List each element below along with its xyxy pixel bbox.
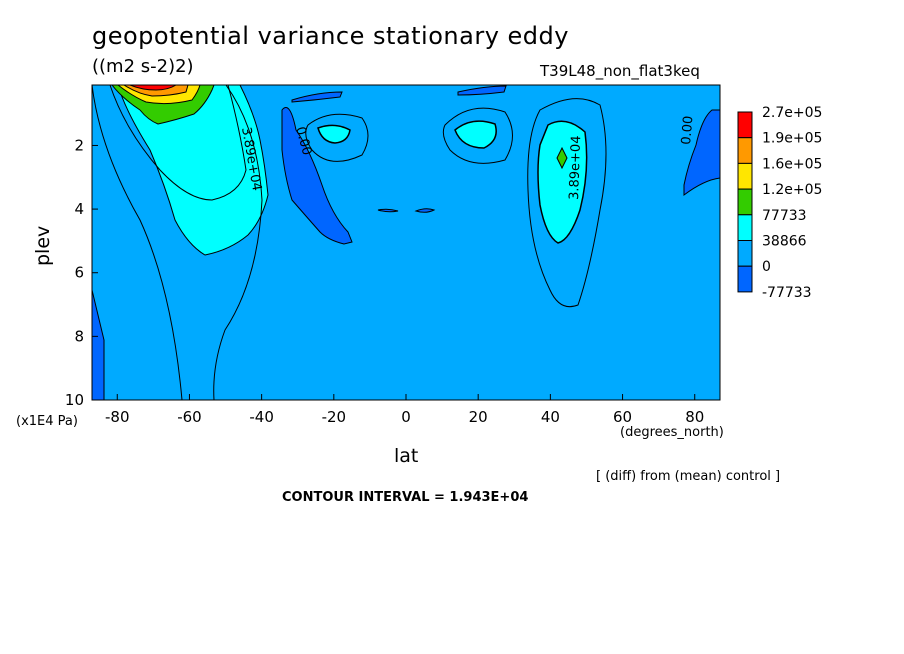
y-unit-label: (x1E4 Pa): [16, 414, 78, 429]
x-tick-label-7: 60: [613, 408, 632, 426]
x-tick-label-1: -60: [177, 408, 202, 426]
contour-interval: CONTOUR INTERVAL = 1.943E+04: [282, 490, 529, 505]
contour-line-1: [92, 85, 183, 400]
y-tick-label-2: 6: [74, 264, 84, 282]
y-tick-label-0: 2: [74, 136, 84, 154]
colorbar-swatch-0: [737, 111, 753, 139]
y-tick-label-3: 8: [74, 327, 84, 345]
region-high-sh: [117, 85, 269, 256]
y-axis: 2 4 6 8 10: [65, 136, 98, 409]
colorbar-swatch-6: [737, 265, 753, 293]
chart-units: ((m2 s-2)2): [92, 56, 194, 77]
colorbar-label-4: 77733: [762, 208, 807, 224]
contour-line-2: [213, 85, 263, 400]
region-high-nh: [537, 120, 588, 244]
x-axis-label: lat: [394, 445, 419, 467]
region-neg-sw: [92, 289, 105, 400]
colorbar-label-2: 1.6e+05: [762, 156, 822, 172]
region-high-sub2: [454, 120, 497, 149]
chart-title: geopotential variance stationary eddy: [92, 22, 569, 50]
x-tick-label-4: 0: [401, 408, 411, 426]
region-neg-np: [683, 109, 720, 196]
y-tick-label-1: 4: [74, 200, 84, 218]
contour-label-sh-zero: 0.00: [292, 125, 314, 157]
y-axis-label: plev: [32, 225, 54, 266]
colorbar-swatch-3: [737, 188, 753, 216]
x-tick-label-3: -20: [322, 408, 347, 426]
colorbar-swatch-1: [737, 137, 753, 164]
colorbar: 2.7e+05 1.9e+05 1.6e+05 1.2e+05 77733 38866 0 -…: [737, 105, 822, 301]
x-tick-label-2: -40: [249, 408, 274, 426]
x-tick-label-8: 80: [685, 408, 704, 426]
region-neg-sh: [281, 107, 353, 245]
colorbar-swatch-4: [737, 214, 753, 242]
contour-label-nh-high: 3.89e+04: [567, 135, 584, 200]
x-unit-label: (degrees_north): [620, 425, 724, 440]
contour-line-3: [109, 85, 247, 201]
x-tick-label-6: 40: [541, 408, 560, 426]
region-neg-top2: [457, 85, 507, 96]
contour-label-np-zero: 0.00: [679, 115, 696, 145]
contour-line-6: [527, 98, 607, 308]
region-red-sh: [129, 85, 177, 91]
plot-area: [92, 85, 720, 400]
region-neg-dot2: [414, 208, 436, 213]
diff-note: [ (diff) from (mean) control ]: [596, 469, 781, 484]
region-neg-dot1: [377, 208, 399, 213]
x-tick-label-0: -80: [105, 408, 130, 426]
x-axis: -80 -60 -40 -20 0 20 40 60 80: [105, 394, 704, 426]
colorbar-label-1: 1.9e+05: [762, 131, 822, 147]
run-label: T39L48_non_flat3keq: [540, 62, 700, 80]
contour-line-4: [305, 113, 369, 162]
colorbar-label-6: 0: [762, 259, 771, 275]
y-tick-label-4: 10: [65, 391, 84, 409]
region-high-sub1: [317, 124, 351, 144]
contour-line-5: [442, 107, 513, 164]
colorbar-label-5: 38866: [762, 234, 807, 250]
region-green-nh: [556, 146, 568, 170]
region-neg-top1: [291, 91, 343, 103]
colorbar-swatch-2: [737, 162, 753, 190]
colorbar-swatch-5: [737, 240, 753, 267]
x-tick-label-5: 20: [469, 408, 488, 426]
colorbar-label-3: 1.2e+05: [762, 182, 822, 198]
colorbar-label-7: -77733: [762, 285, 812, 301]
colorbar-label-0: 2.7e+05: [762, 105, 822, 121]
